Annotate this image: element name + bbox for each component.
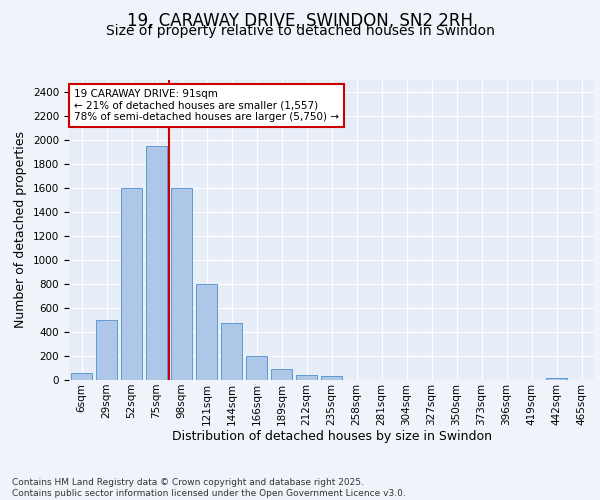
Bar [171, 188, 192, 380]
Bar [71, 374, 92, 380]
Text: Contains HM Land Registry data © Crown copyright and database right 2025.
Contai: Contains HM Land Registry data © Crown c… [12, 478, 406, 498]
Bar [546, 378, 567, 380]
Bar [96, 320, 117, 380]
Bar [321, 376, 342, 380]
Text: Size of property relative to detached houses in Swindon: Size of property relative to detached ho… [106, 24, 494, 38]
Bar [221, 323, 242, 380]
Text: 19 CARAWAY DRIVE: 91sqm
← 21% of detached houses are smaller (1,557)
78% of semi: 19 CARAWAY DRIVE: 91sqm ← 21% of detache… [74, 89, 339, 122]
X-axis label: Distribution of detached houses by size in Swindon: Distribution of detached houses by size … [172, 430, 491, 444]
Bar [296, 375, 317, 380]
Bar [246, 356, 267, 380]
Text: 19, CARAWAY DRIVE, SWINDON, SN2 2RH: 19, CARAWAY DRIVE, SWINDON, SN2 2RH [127, 12, 473, 30]
Bar [121, 188, 142, 380]
Bar [271, 368, 292, 380]
Y-axis label: Number of detached properties: Number of detached properties [14, 132, 28, 328]
Bar [196, 284, 217, 380]
Bar [146, 146, 167, 380]
